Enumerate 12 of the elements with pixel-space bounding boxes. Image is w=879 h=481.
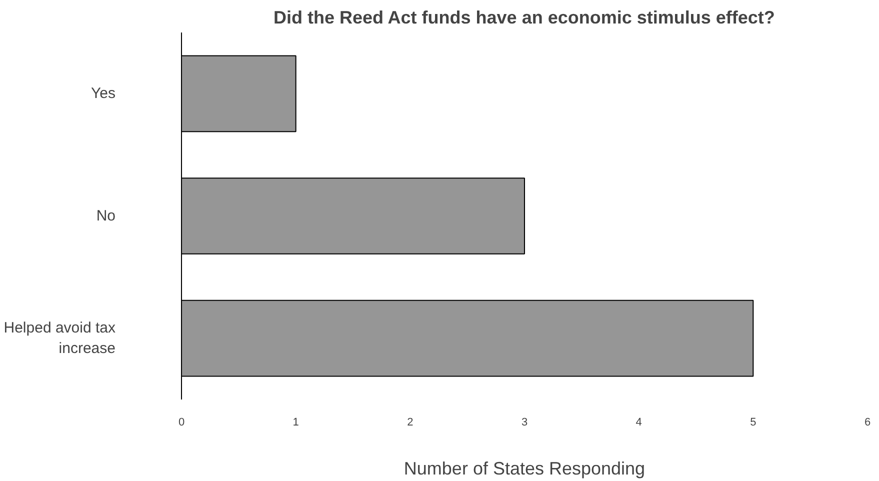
x-tick-label: 5	[750, 416, 756, 428]
x-tick-label: 1	[292, 416, 299, 428]
y-tick-label: No	[96, 208, 116, 224]
chart-title: Did the Reed Act funds have an economic stimulus effect?	[273, 8, 775, 28]
x-axis-title: Number of States Responding	[404, 458, 646, 478]
x-tick-label: 0	[178, 416, 185, 428]
x-tick-label: 4	[636, 416, 642, 428]
x-tick-label: 2	[407, 416, 414, 428]
y-tick-label: Helped avoid tax increase	[4, 320, 116, 358]
x-tick-label: 6	[864, 416, 871, 428]
y-tick-label: Yes	[91, 85, 116, 102]
x-tick-label: 3	[521, 416, 528, 428]
